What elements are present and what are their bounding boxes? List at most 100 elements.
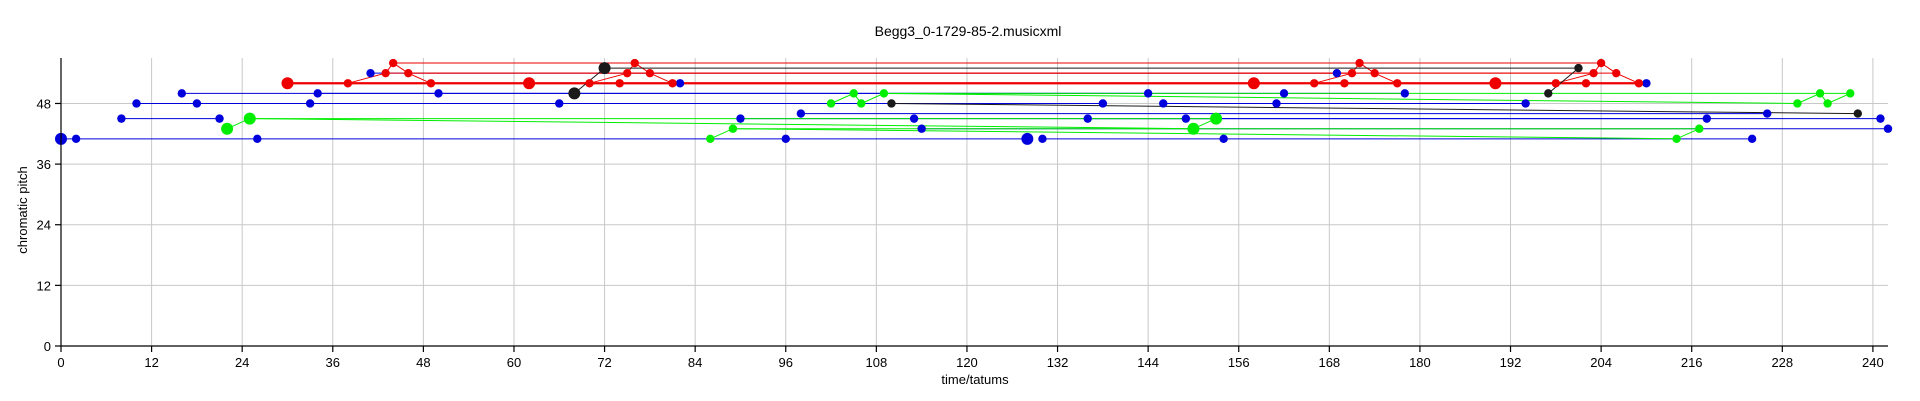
blue-note-point xyxy=(1083,114,1092,123)
blue-note-point xyxy=(1159,99,1168,108)
blue-note-point xyxy=(132,99,141,108)
x-tick-label: 228 xyxy=(1771,355,1793,370)
red-note-point xyxy=(615,79,624,88)
black-note-point xyxy=(598,62,611,75)
x-tick-label: 180 xyxy=(1409,355,1431,370)
blue-note-point xyxy=(796,109,806,118)
green-connector-line xyxy=(830,92,1798,105)
blue-note-point xyxy=(1332,68,1342,78)
blue-note-point xyxy=(313,89,322,98)
blue-note-point xyxy=(781,134,790,144)
black-connector-line xyxy=(1547,67,1579,94)
blue-note-point xyxy=(736,114,745,123)
green-note-point xyxy=(706,134,715,144)
red-note-point xyxy=(1612,68,1621,78)
blue-note-point xyxy=(555,99,564,108)
chart-title: Begg3_0-1729-85-2.musicxml xyxy=(875,23,1062,39)
x-tick-label: 108 xyxy=(866,355,888,370)
blue-note-point xyxy=(305,99,315,108)
red-note-point xyxy=(426,79,436,88)
red-note-point xyxy=(668,79,677,88)
black-note-point xyxy=(887,99,896,108)
red-note-point xyxy=(1489,77,1502,90)
x-tick-label: 168 xyxy=(1318,355,1340,370)
red-note-point xyxy=(585,79,594,88)
blue-note-point xyxy=(1876,114,1885,123)
red-note-point xyxy=(630,58,639,68)
green-note-point xyxy=(857,99,866,108)
green-note-point xyxy=(1695,124,1704,133)
x-tick-label: 12 xyxy=(144,355,158,370)
blue-note-point xyxy=(1219,134,1228,144)
green-connector-line xyxy=(732,128,1700,140)
axes-layer: 0 12 24 36 48 60 72 84 96 108 120 132 144 156 168 180 19… xyxy=(37,58,1888,370)
y-tick-label: 12 xyxy=(37,278,51,293)
blue-note-point xyxy=(192,99,202,108)
red-note-point xyxy=(645,68,655,78)
blue-note-point xyxy=(675,79,685,88)
x-tick-label: 132 xyxy=(1047,355,1069,370)
y-tick-label: 24 xyxy=(37,218,51,233)
red-note-point xyxy=(623,68,632,78)
green-note-point xyxy=(849,89,858,98)
x-tick-label: 96 xyxy=(779,355,793,370)
red-note-point xyxy=(388,58,398,68)
red-note-point xyxy=(1581,79,1591,88)
x-tick-label: 48 xyxy=(416,355,430,370)
blue-note-point xyxy=(1038,134,1047,144)
x-tick-label: 0 xyxy=(57,355,64,370)
blue-note-point xyxy=(215,114,224,123)
red-note-point xyxy=(1355,58,1364,68)
blue-note-point xyxy=(1883,124,1893,133)
green-note-point xyxy=(221,122,234,135)
blue-note-point xyxy=(177,89,186,98)
black-note-point xyxy=(568,87,581,100)
red-note-point xyxy=(1340,79,1349,88)
blue-note-point xyxy=(117,114,126,123)
blue-note-point xyxy=(71,134,81,144)
blue-note-point xyxy=(1021,132,1034,145)
y-tick-label: 36 xyxy=(37,157,51,172)
red-note-point xyxy=(1596,58,1606,68)
x-tick-label: 36 xyxy=(326,355,340,370)
red-note-point xyxy=(281,77,294,90)
black-note-point xyxy=(1853,109,1863,118)
blue-note-point xyxy=(366,68,375,78)
blue-note-point xyxy=(909,114,919,123)
x-tick-label: 216 xyxy=(1681,355,1703,370)
x-tick-label: 24 xyxy=(235,355,249,370)
blue-note-point xyxy=(1272,99,1281,108)
red-note-point xyxy=(1393,79,1402,88)
red-note-point xyxy=(1247,77,1260,90)
y-axis-label: chromatic pitch xyxy=(15,166,30,253)
black-connector-line xyxy=(574,67,1579,94)
black-note-point xyxy=(1544,89,1553,98)
x-tick-label: 60 xyxy=(507,355,521,370)
green-connector-line xyxy=(1797,92,1851,105)
red-note-point xyxy=(343,79,353,88)
blue-note-point xyxy=(1642,79,1651,88)
blue-note-point xyxy=(1763,109,1772,118)
green-note-point xyxy=(1187,122,1200,135)
green-note-point xyxy=(1210,112,1223,125)
x-tick-label: 192 xyxy=(1500,355,1522,370)
blue-note-point xyxy=(1521,99,1530,108)
blue-note-point xyxy=(1747,134,1757,144)
green-note-point xyxy=(728,124,738,133)
red-note-point xyxy=(1634,79,1644,88)
red-note-point xyxy=(523,77,536,90)
green-note-point xyxy=(1672,134,1681,144)
red-note-point xyxy=(381,68,390,78)
red-note-point xyxy=(1370,68,1379,78)
x-tick-label: 120 xyxy=(956,355,978,370)
blue-note-point xyxy=(1702,114,1712,123)
blue-note-point xyxy=(253,134,262,144)
y-tick-label: 0 xyxy=(44,339,51,354)
x-tick-label: 204 xyxy=(1590,355,1612,370)
blue-note-point xyxy=(1098,99,1108,108)
blue-note-point xyxy=(1279,89,1289,98)
blue-note-point xyxy=(917,124,926,133)
green-note-point xyxy=(879,89,889,98)
x-tick-label: 72 xyxy=(597,355,611,370)
red-note-point xyxy=(1310,79,1319,88)
